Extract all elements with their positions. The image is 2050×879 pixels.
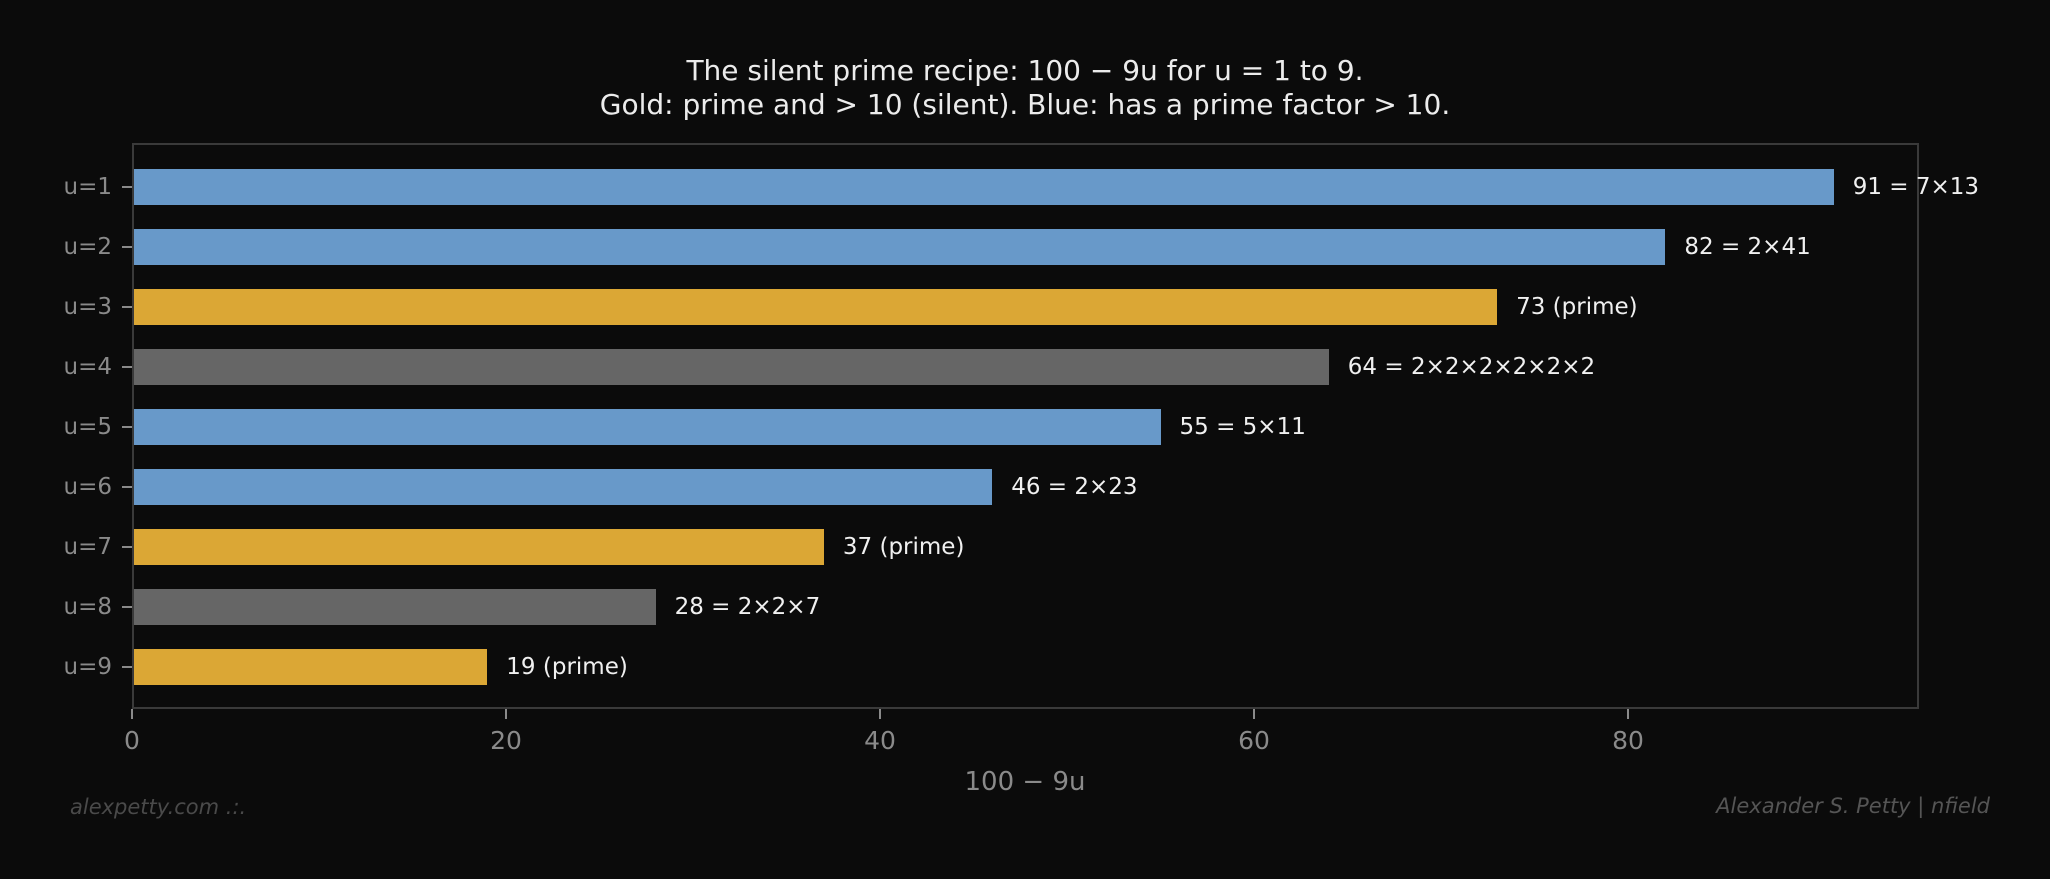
x-tick-label: 0	[124, 726, 140, 755]
y-tick-label: u=5	[63, 414, 112, 440]
bar	[134, 649, 488, 685]
bar	[134, 349, 1329, 385]
bar-value-label: 37 (prime)	[842, 534, 965, 560]
y-tick-mark	[122, 306, 132, 308]
y-tick-label: u=8	[63, 594, 112, 620]
y-tick-label: u=7	[63, 534, 112, 560]
bar	[134, 589, 656, 625]
chart-title-line: The silent prime recipe: 100 − 9u for u …	[686, 54, 1364, 87]
bar-value-label: 55 = 5×11	[1179, 414, 1306, 440]
bar	[134, 289, 1498, 325]
y-tick-mark	[122, 246, 132, 248]
footer-site-credit: alexpetty.com .:.	[70, 795, 247, 819]
bar	[134, 229, 1666, 265]
y-tick-label: u=2	[63, 234, 112, 260]
y-tick-label: u=4	[63, 354, 112, 380]
chart-subtitle-line: Gold: prime and > 10 (silent). Blue: has…	[599, 88, 1451, 121]
bar-value-label: 46 = 2×23	[1011, 474, 1138, 500]
y-tick-mark	[122, 606, 132, 608]
x-tick-mark	[505, 709, 507, 719]
y-tick-mark	[122, 426, 132, 428]
y-tick-label: u=1	[63, 174, 112, 200]
y-tick-label: u=6	[63, 474, 112, 500]
y-tick-mark	[122, 186, 132, 188]
x-tick-label: 20	[490, 726, 522, 755]
x-tick-label: 60	[1238, 726, 1270, 755]
y-tick-mark	[122, 546, 132, 548]
bar-value-label: 19 (prime)	[506, 654, 628, 680]
y-tick-label: u=3	[63, 294, 112, 320]
x-tick-mark	[879, 709, 881, 719]
bar	[134, 529, 824, 565]
plot-area	[132, 143, 1919, 709]
bar	[134, 409, 1161, 445]
x-tick-mark	[131, 709, 133, 719]
footer-author-credit: Alexander S. Petty | nfield	[1716, 794, 1990, 818]
x-tick-mark	[1627, 709, 1629, 719]
y-tick-mark	[122, 486, 132, 488]
bar-value-label: 64 = 2×2×2×2×2×2	[1347, 354, 1596, 380]
bar	[134, 469, 993, 505]
y-tick-label: u=9	[63, 654, 112, 680]
x-axis-label: 100 − 9u	[964, 767, 1086, 797]
x-tick-mark	[1253, 709, 1255, 719]
bar-value-label: 28 = 2×2×7	[674, 594, 821, 620]
bar	[134, 169, 1834, 205]
y-tick-mark	[122, 366, 132, 368]
bar-value-label: 82 = 2×41	[1684, 234, 1811, 260]
bar-value-label: 91 = 7×13	[1852, 174, 1980, 200]
bar-value-label: 73 (prime)	[1516, 294, 1638, 320]
y-tick-mark	[122, 666, 132, 668]
x-tick-label: 80	[1612, 726, 1644, 755]
x-tick-label: 40	[864, 726, 896, 755]
